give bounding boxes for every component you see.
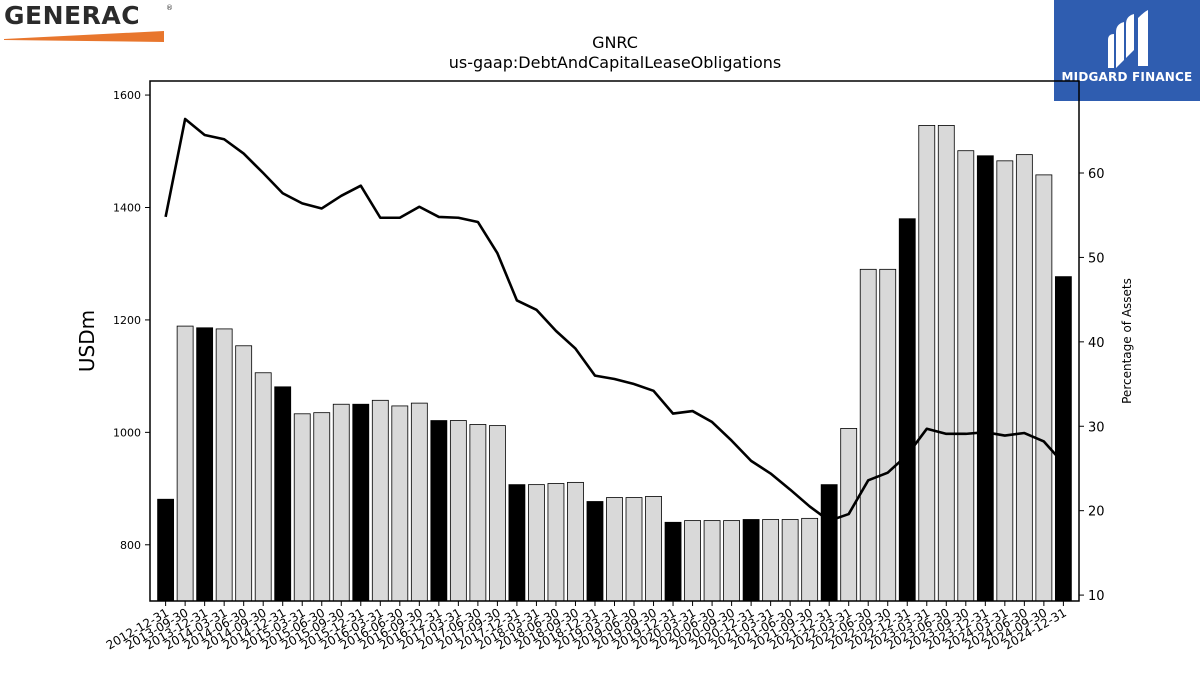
y-tick-label: 800 — [120, 539, 141, 552]
bar-2023-12-31 — [976, 155, 994, 602]
bar-2020-12-31 — [742, 519, 760, 602]
bar-2024-12-31 — [1054, 276, 1072, 602]
bar-2022-09-30 — [879, 268, 897, 602]
chart-title: GNRC — [592, 33, 638, 52]
bar-2018-06-30 — [547, 483, 565, 602]
bar-2013-12-31 — [196, 327, 214, 602]
bar-2015-09-30 — [332, 403, 350, 602]
bar-2016-06-30 — [391, 405, 409, 602]
bar-2017-03-31 — [449, 420, 467, 602]
bar-2015-06-30 — [313, 412, 331, 602]
bar-2018-03-31 — [528, 484, 545, 602]
bar-2019-06-30 — [625, 497, 643, 602]
bar-2017-06-30 — [469, 424, 487, 602]
bar-2023-09-30 — [957, 150, 975, 602]
bar-2018-09-30 — [567, 481, 584, 602]
bar-2016-09-30 — [410, 402, 428, 602]
y-tick-label: 1400 — [113, 201, 141, 214]
y-tick-label: 1600 — [113, 89, 141, 102]
bar-2021-06-30 — [781, 519, 799, 602]
generac-logo-registered-mark: ® — [166, 4, 173, 12]
y2-tick-label: 30 — [1088, 420, 1105, 435]
y-axis-label: USDm — [75, 310, 99, 372]
percentage-of-assets-line — [164, 117, 1065, 523]
bar-2014-12-31 — [274, 386, 292, 602]
bar-2012-12-31 — [157, 498, 175, 602]
chart-subtitle: us-gaap:DebtAndCapitalLeaseObligations — [449, 53, 782, 72]
bar-2021-03-31 — [762, 519, 780, 602]
bar-2022-06-30 — [859, 268, 877, 602]
midgard-finance-logo-text: MIDGARD FINANCE — [1061, 70, 1193, 84]
bar-2022-12-31 — [898, 218, 916, 602]
generac-logo-text: GENERAC — [4, 1, 141, 30]
bar-2015-03-31 — [293, 413, 311, 602]
bar-2019-12-31 — [664, 521, 682, 602]
y2-tick-label: 60 — [1088, 167, 1105, 182]
bar-2024-09-30 — [1035, 174, 1053, 602]
bar-2023-06-30 — [937, 125, 955, 602]
bar-2021-09-30 — [801, 517, 819, 602]
bar-2018-12-31 — [586, 501, 604, 602]
bar-2017-09-30 — [488, 425, 506, 602]
bar-2024-06-30 — [1015, 154, 1033, 602]
y-tick-label: 1000 — [113, 426, 141, 439]
midgard-mark-icon — [1108, 10, 1148, 68]
bar-2024-03-31 — [996, 160, 1014, 602]
generac-swoosh-icon — [4, 31, 164, 42]
bar-2016-12-31 — [430, 420, 448, 602]
bar-2014-03-31 — [215, 328, 233, 602]
y2-axis-label: Percentage of Assets — [1120, 278, 1134, 404]
y2-tick-label: 10 — [1088, 589, 1105, 604]
bar-2021-12-31 — [820, 484, 838, 602]
bar-2020-06-30 — [703, 520, 721, 602]
bar-2020-09-30 — [723, 520, 740, 602]
y-tick-label: 1200 — [113, 314, 141, 327]
bar-2013-09-30 — [176, 325, 194, 602]
bar-2019-03-31 — [606, 497, 623, 602]
y2-tick-label: 20 — [1088, 505, 1105, 520]
y2-tick-label: 50 — [1088, 251, 1105, 266]
bar-2020-03-31 — [684, 520, 701, 602]
y2-tick-label: 40 — [1088, 336, 1105, 351]
bar-2015-12-31 — [352, 403, 370, 602]
generac-logo: GENERAC ® — [4, 1, 174, 44]
bar-2016-03-31 — [371, 399, 389, 602]
bar-2019-09-30 — [645, 496, 662, 602]
bar-2023-03-31 — [918, 125, 936, 602]
bar-2017-12-31 — [508, 484, 526, 602]
bar-2014-06-30 — [235, 345, 253, 602]
bar-2014-09-30 — [254, 372, 272, 602]
